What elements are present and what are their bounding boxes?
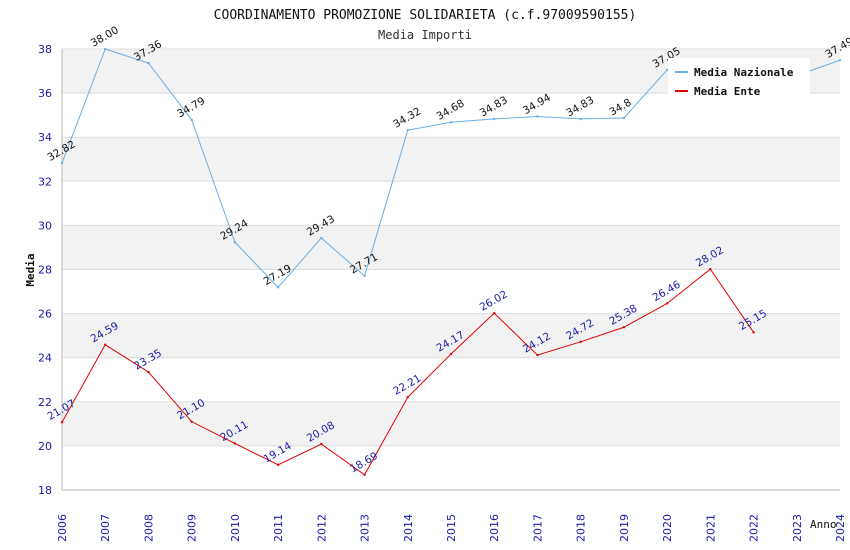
data-point bbox=[709, 267, 712, 271]
y-tick-label: 32 bbox=[38, 175, 52, 188]
x-tick-label: 2023 bbox=[791, 514, 804, 542]
grid-band bbox=[62, 313, 840, 358]
y-tick-label: 24 bbox=[38, 352, 52, 365]
data-point bbox=[276, 463, 280, 467]
data-point bbox=[838, 59, 842, 62]
grid-band bbox=[62, 401, 840, 446]
y-tick-labels: 18 20 22 24 26 28 30 32 34 36 38 bbox=[38, 43, 52, 497]
x-tick-label: 2021 bbox=[704, 514, 717, 542]
data-point bbox=[104, 343, 107, 346]
data-point bbox=[752, 331, 755, 334]
x-tick-label: 2007 bbox=[99, 514, 112, 542]
x-tick-label: 2006 bbox=[56, 514, 69, 542]
x-tick-label: 2016 bbox=[488, 514, 501, 542]
data-point bbox=[665, 68, 669, 72]
data-point bbox=[147, 370, 150, 374]
data-point bbox=[493, 311, 496, 315]
x-axis-label: Anno bbox=[810, 518, 837, 531]
y-tick-label: 22 bbox=[38, 396, 52, 409]
grid-band bbox=[62, 137, 840, 182]
x-tick-label: 2010 bbox=[229, 514, 242, 542]
x-tick-label: 2008 bbox=[142, 514, 155, 542]
data-point bbox=[320, 442, 323, 446]
data-point bbox=[276, 286, 280, 289]
y-tick-label: 30 bbox=[38, 219, 52, 232]
data-point bbox=[233, 240, 237, 244]
x-tick-label: 2020 bbox=[661, 514, 674, 542]
y-axis-label: Media bbox=[24, 253, 37, 286]
x-tick-labels: 2006 2007 2008 2009 2010 2011 2012 2013 2014 2015… bbox=[56, 514, 847, 542]
data-point bbox=[406, 395, 409, 399]
data-point bbox=[493, 117, 496, 121]
data-label: 38.00 bbox=[89, 24, 121, 49]
data-point bbox=[233, 442, 237, 445]
data-point bbox=[320, 236, 323, 240]
legend: Media Nazionale Media Ente bbox=[668, 58, 810, 98]
x-tick-label: 2014 bbox=[402, 514, 415, 542]
x-tick-label: 2015 bbox=[445, 514, 458, 542]
grid-lines bbox=[61, 48, 840, 491]
legend-label: Media Nazionale bbox=[694, 66, 794, 79]
data-point bbox=[406, 128, 409, 132]
data-point bbox=[363, 473, 366, 476]
y-tick-label: 26 bbox=[38, 308, 52, 321]
data-point bbox=[622, 116, 626, 120]
data-point bbox=[536, 115, 539, 118]
data-point bbox=[579, 117, 582, 121]
y-tick-label: 28 bbox=[38, 264, 52, 277]
y-tick-label: 36 bbox=[38, 87, 52, 100]
y-tick-label: 18 bbox=[38, 484, 52, 497]
data-point bbox=[60, 162, 64, 165]
data-point bbox=[190, 118, 193, 121]
y-tick-label: 20 bbox=[38, 440, 52, 453]
legend-box bbox=[668, 58, 810, 98]
data-point bbox=[147, 61, 150, 65]
x-tick-label: 2011 bbox=[272, 514, 285, 542]
legend-label: Media Ente bbox=[694, 85, 761, 98]
chart-title: COORDINAMENTO PROMOZIONE SOLIDARIETA (c.… bbox=[214, 8, 637, 23]
y-tick-label: 38 bbox=[38, 43, 52, 56]
chart-subtitle: Media Importi bbox=[378, 28, 472, 42]
data-point bbox=[60, 421, 64, 424]
y-tick-label: 34 bbox=[38, 131, 52, 144]
x-tick-label: 2009 bbox=[186, 514, 199, 542]
data-point bbox=[449, 121, 453, 124]
data-point bbox=[104, 47, 107, 51]
data-point bbox=[363, 274, 366, 278]
data-point bbox=[579, 340, 582, 344]
data-point bbox=[665, 302, 669, 305]
x-tick-label: 2018 bbox=[575, 514, 588, 542]
x-tick-label: 2012 bbox=[315, 514, 328, 542]
data-point bbox=[449, 352, 453, 356]
data-point bbox=[622, 326, 626, 329]
x-tick-label: 2013 bbox=[359, 514, 372, 542]
data-point bbox=[536, 353, 539, 357]
x-tick-label: 2024 bbox=[834, 514, 847, 542]
x-tick-label: 2017 bbox=[531, 514, 544, 542]
grid-band bbox=[62, 225, 840, 270]
x-tick-label: 2022 bbox=[748, 514, 761, 542]
data-point bbox=[190, 420, 193, 423]
x-tick-label: 2019 bbox=[618, 514, 631, 542]
